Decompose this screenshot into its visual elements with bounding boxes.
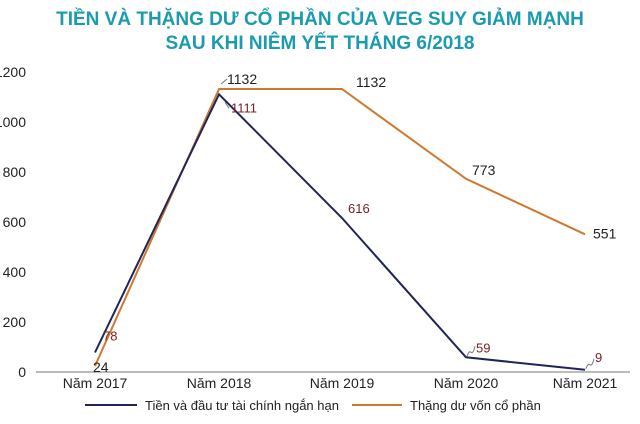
x-tick-label: Năm 2021 bbox=[553, 375, 618, 391]
y-tick-label: 200 bbox=[3, 314, 27, 330]
data-label-thang-du-3: 773 bbox=[472, 162, 496, 178]
y-tick-label: 1200 bbox=[0, 64, 26, 80]
chart-title-line-1: TIỀN VÀ THẶNG DƯ CỔ PHẦN CỦA VEG SUY GIẢ… bbox=[56, 9, 584, 30]
chart-title-line-2: SAU KHI NIÊM YẾT THÁNG 6/2018 bbox=[165, 33, 475, 54]
y-tick-label: 1000 bbox=[0, 114, 26, 130]
x-tick-label: Năm 2019 bbox=[310, 375, 375, 391]
data-label-tien-2: 616 bbox=[348, 201, 370, 216]
x-tick-label: Năm 2017 bbox=[63, 375, 128, 391]
data-label-tien-3: 59 bbox=[476, 340, 490, 355]
data-label-thang-du-4: 551 bbox=[593, 225, 617, 241]
x-tick-label: Năm 2018 bbox=[187, 375, 252, 391]
legend-label-thang-du: Thặng dư vốn cổ phần bbox=[410, 398, 541, 413]
data-label-tien-0: 78 bbox=[103, 329, 117, 344]
data-label-thang-du-1: 1132 bbox=[227, 71, 257, 87]
series-line-thang-du-von-co-phan bbox=[94, 88, 586, 367]
data-label-thang-du-2: 1132 bbox=[356, 74, 386, 90]
y-tick-label: 400 bbox=[3, 264, 27, 280]
data-label-thang-du-0: 24 bbox=[93, 359, 109, 375]
legend-label-tien: Tiền và đầu tư tài chính ngắn hạn bbox=[145, 398, 339, 413]
x-tick-label: Năm 2020 bbox=[434, 375, 499, 391]
y-tick-label: 600 bbox=[3, 214, 27, 230]
data-label-leader bbox=[220, 78, 228, 85]
series-line-tien-va-dau-tu bbox=[94, 92, 586, 371]
y-tick-label: 800 bbox=[3, 164, 27, 180]
data-label-tien-4: 9 bbox=[595, 350, 602, 365]
data-label-leader bbox=[224, 101, 230, 109]
data-label-tien-1: 1111 bbox=[231, 100, 257, 115]
data-label-leader bbox=[585, 358, 595, 369]
y-tick-label: 0 bbox=[18, 364, 26, 380]
data-label-leader bbox=[466, 346, 476, 357]
